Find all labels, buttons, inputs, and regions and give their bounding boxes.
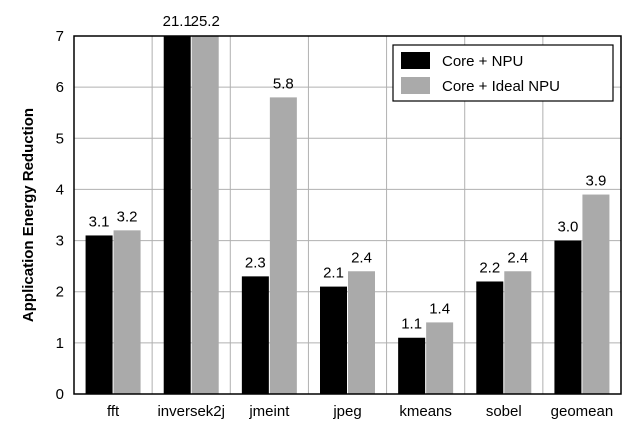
bar-geomean-series-2 bbox=[582, 194, 610, 394]
plot-frame bbox=[73, 35, 622, 395]
bar-kmeans-series-2 bbox=[426, 322, 454, 394]
data-label-kmeans-series-2: 1.4 bbox=[429, 300, 450, 317]
data-label-kmeans-series-1: 1.1 bbox=[401, 316, 422, 333]
data-label-fft-series-1: 3.1 bbox=[89, 213, 110, 230]
data-label-jpeg-series-2: 2.4 bbox=[351, 249, 372, 266]
bar-geomean-series-1 bbox=[554, 240, 582, 394]
y-tick-label: 3 bbox=[56, 233, 64, 250]
bar-jpeg-series-1 bbox=[320, 286, 347, 394]
x-tick-labels: fft inversek2j jmeint jpeg kmeans sobel geomea… bbox=[107, 403, 613, 420]
y-tick-label: 2 bbox=[56, 284, 64, 301]
y-axis-label: Application Energy Reduction bbox=[20, 108, 37, 322]
legend-swatch-core-ideal-npu bbox=[401, 77, 430, 94]
bar-kmeans-series-1 bbox=[398, 337, 426, 394]
legend-label-core-ideal-npu: Core + Ideal NPU bbox=[442, 78, 560, 95]
y-tick-label: 5 bbox=[56, 130, 64, 147]
x-tick-label-sobel: sobel bbox=[486, 403, 522, 420]
bar-fft-series-1 bbox=[85, 235, 113, 394]
data-label-inversek2j-series-2: 25.2 bbox=[191, 13, 220, 30]
y-tick-label: 4 bbox=[56, 181, 64, 198]
x-tick-label-jpeg: jpeg bbox=[332, 403, 361, 420]
data-label-jmeint-series-1: 2.3 bbox=[245, 254, 266, 271]
bar-sobel-series-2 bbox=[504, 271, 532, 394]
x-tick-label-fft: fft bbox=[107, 403, 120, 420]
data-label-sobel-series-2: 2.4 bbox=[507, 249, 528, 266]
data-label-jmeint-series-2: 5.8 bbox=[273, 75, 294, 92]
bar-inversek2j-series-1 bbox=[163, 36, 191, 394]
data-label-fft-series-2: 3.2 bbox=[117, 208, 138, 225]
y-tick-label: 7 bbox=[56, 28, 64, 45]
bars bbox=[85, 36, 610, 394]
bar-inversek2j-series-2 bbox=[191, 36, 219, 394]
data-label-geomean-series-1: 3.0 bbox=[557, 219, 578, 236]
y-tick-labels: 0 1 2 3 4 5 6 7 bbox=[56, 28, 64, 403]
bar-jmeint-series-2 bbox=[269, 97, 297, 394]
data-label-sobel-series-1: 2.2 bbox=[479, 259, 500, 276]
data-labels: 3.1 3.2 21.125.2 2.3 5.8 2.1 2.4 1.1 1.4 2.2 2.4 3.… bbox=[89, 13, 607, 333]
x-tick-label-jmeint: jmeint bbox=[248, 403, 290, 420]
y-tick-label: 0 bbox=[56, 386, 64, 403]
data-label-jpeg-series-1: 2.1 bbox=[323, 265, 344, 282]
x-tick-label-geomean: geomean bbox=[551, 403, 614, 420]
legend: Core + NPU Core + Ideal NPU bbox=[392, 44, 614, 102]
bar-fft-series-2 bbox=[113, 230, 141, 394]
y-tick-label: 1 bbox=[56, 335, 64, 352]
x-tick-label-inversek2j: inversek2j bbox=[157, 403, 225, 420]
bar-jpeg-series-2 bbox=[348, 271, 375, 394]
data-label-geomean-series-2: 3.9 bbox=[585, 173, 606, 190]
bar-jmeint-series-1 bbox=[241, 276, 269, 394]
x-tick-label-kmeans: kmeans bbox=[399, 403, 452, 420]
y-tick-label: 6 bbox=[56, 79, 64, 96]
data-label-inversek2j-series-1: 21.1 bbox=[163, 13, 192, 30]
legend-label-core-npu: Core + NPU bbox=[442, 53, 523, 70]
legend-swatch-core-npu bbox=[401, 52, 430, 69]
bar-sobel-series-1 bbox=[476, 281, 504, 394]
